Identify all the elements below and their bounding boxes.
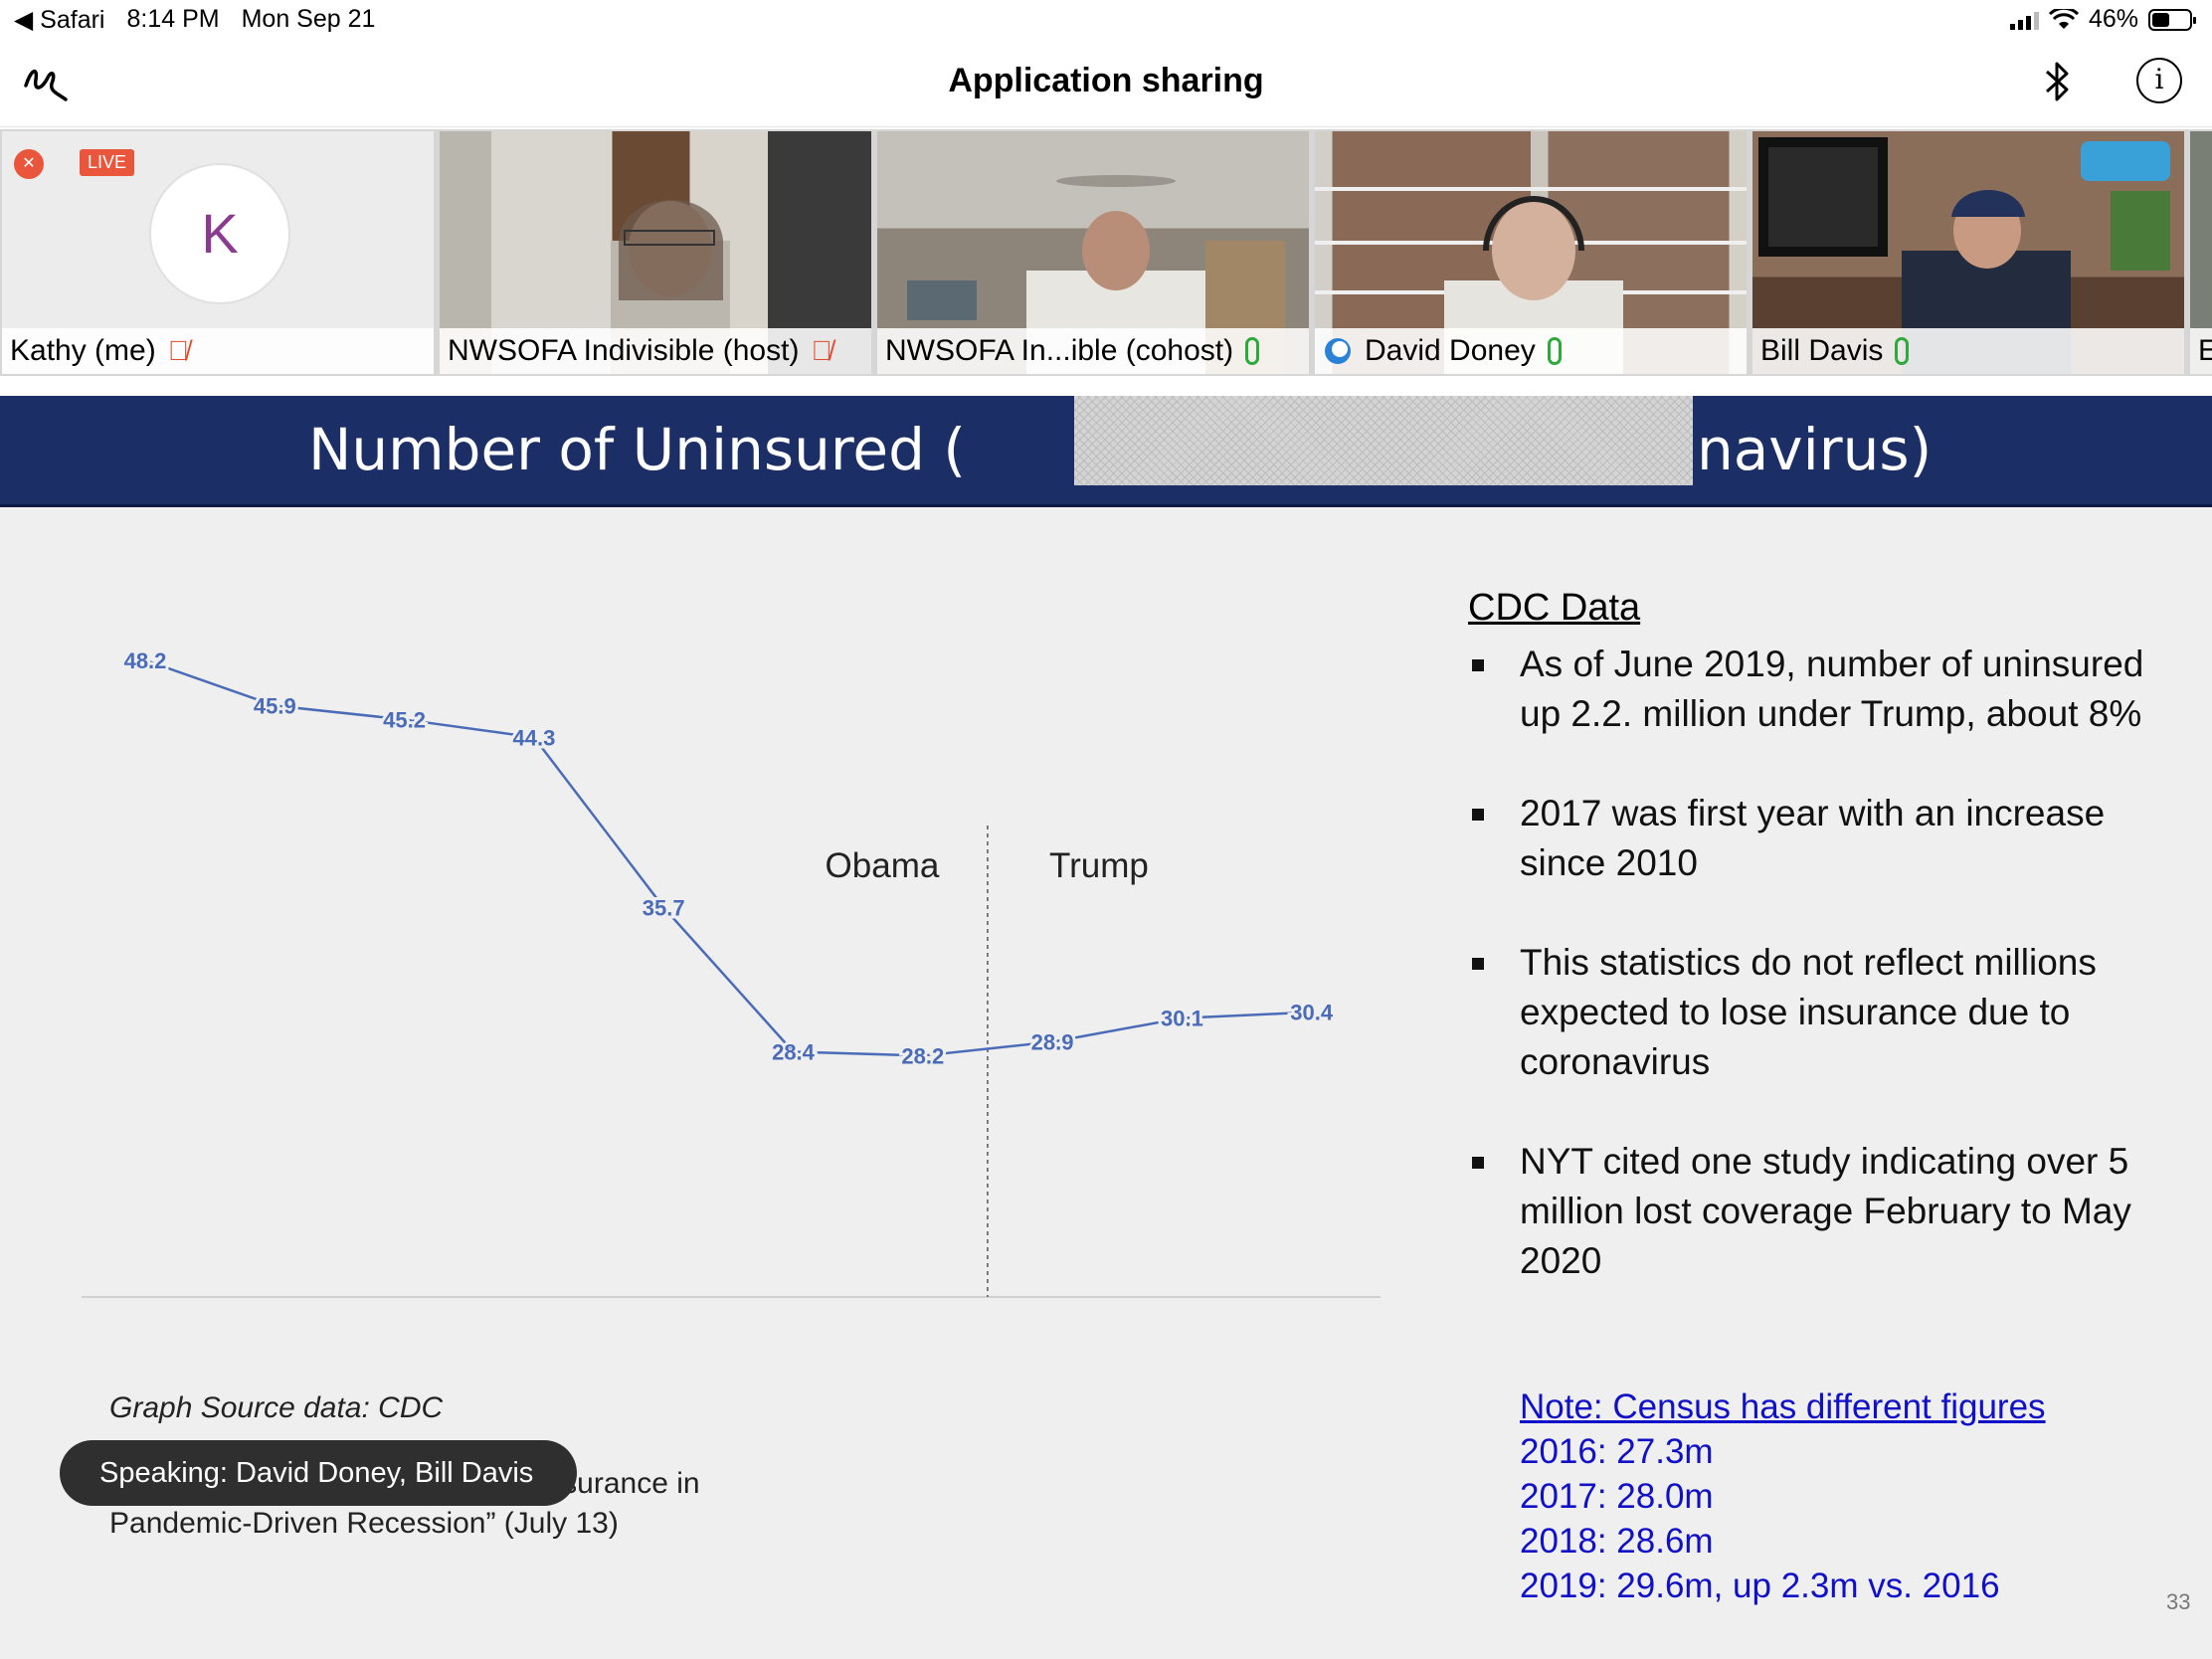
scribble-logo-icon[interactable] bbox=[22, 60, 78, 103]
bluetooth-icon[interactable] bbox=[2041, 58, 2075, 105]
participant-label: NWSOFA Indivisible (host) 🎙̸ bbox=[440, 328, 871, 374]
chart-annotation-trump: Trump bbox=[1049, 846, 1149, 885]
chart-annotation-obama: Obama bbox=[826, 846, 940, 885]
cdc-bullet-list: As of June 2019, number of uninsured up … bbox=[1468, 640, 2164, 1286]
participant-strip: ✕ LIVE K Kathy (me) 🎙̸ NWSOFA Indivisibl… bbox=[0, 129, 2212, 376]
data-label: 28.2 bbox=[901, 1043, 944, 1068]
participant-tile-kathy[interactable]: ✕ LIVE K Kathy (me) 🎙̸ bbox=[2, 131, 434, 374]
x-tick-label: 2019 bbox=[1276, 1326, 1347, 1331]
participant-tile-david-doney[interactable]: David Doney bbox=[1315, 131, 1747, 374]
app-navbar: Application sharing i bbox=[0, 40, 2212, 127]
participant-name: David Doney bbox=[1365, 334, 1536, 367]
list-item: NYT cited one study indicating over 5 mi… bbox=[1468, 1137, 2164, 1286]
slide-header: Number of Uninsured ( navirus) bbox=[0, 396, 2212, 507]
census-note-line: 2017: 28.0m bbox=[1520, 1477, 1714, 1516]
avatar: K bbox=[149, 163, 290, 304]
live-badge: LIVE bbox=[80, 149, 135, 176]
source-line: Pandemic-Driven Recession” (July 13) bbox=[109, 1507, 619, 1540]
participant-label: David Doney bbox=[1315, 328, 1747, 374]
x-tick-label: 2013 bbox=[498, 1326, 569, 1331]
mic-on-icon bbox=[1547, 337, 1562, 365]
recording-indicator-icon: ✕ bbox=[14, 149, 44, 179]
back-to-safari-link[interactable]: ◀ Safari bbox=[14, 6, 105, 34]
participant-label: NWSOFA In...ible (cohost) bbox=[877, 328, 1309, 374]
data-label: 45.2 bbox=[383, 707, 426, 732]
wifi-icon bbox=[2048, 8, 2079, 29]
participant-tile-host[interactable]: NWSOFA Indivisible (host) 🎙̸ bbox=[440, 131, 871, 374]
page-title: Application sharing bbox=[948, 62, 1264, 99]
data-label: 44.3 bbox=[512, 725, 555, 750]
data-label: 35.7 bbox=[643, 895, 685, 920]
data-label: 28.4 bbox=[772, 1039, 816, 1064]
mic-muted-icon: 🎙̸ bbox=[167, 335, 189, 366]
participant-tile-cohost[interactable]: NWSOFA In...ible (cohost) bbox=[877, 131, 1309, 374]
ios-status-bar: ◀ Safari 8:14 PM Mon Sep 21 46% bbox=[0, 0, 2212, 40]
screen-share-icon bbox=[1325, 338, 1351, 364]
data-label: 48.2 bbox=[124, 648, 167, 673]
data-label: 45.9 bbox=[254, 694, 296, 719]
census-note-line: 2018: 28.6m bbox=[1520, 1522, 1714, 1561]
participant-label: Bill Davis bbox=[1752, 328, 2184, 374]
participant-name: NWSOFA Indivisible (host) bbox=[448, 334, 800, 367]
list-item: As of June 2019, number of uninsured up … bbox=[1468, 640, 2164, 739]
list-item: This statistics do not reflect millions … bbox=[1468, 938, 2164, 1087]
mic-on-icon bbox=[1245, 337, 1260, 365]
participant-video-person bbox=[611, 199, 730, 374]
battery-icon bbox=[2148, 8, 2196, 31]
status-date: Mon Sep 21 bbox=[241, 5, 376, 33]
x-tick-label: 2017 bbox=[1017, 1326, 1088, 1331]
participant-label: Kathy (me) 🎙̸ bbox=[2, 328, 434, 374]
x-tick-label: 2011 bbox=[241, 1326, 309, 1331]
redacted-region bbox=[1074, 396, 1693, 485]
x-tick-label: 2012 bbox=[369, 1326, 440, 1331]
participant-name: E bbox=[2198, 334, 2212, 367]
census-note: Note: Census has different figures 2016:… bbox=[1520, 1384, 2046, 1608]
uninsured-line-chart: Obama Trump 48.2 45.9 45.2 44.3 35.7 28.4 28.2… bbox=[82, 645, 1381, 1331]
slide-title-end: navirus) bbox=[1697, 416, 1933, 483]
mic-muted-icon: 🎙̸ bbox=[811, 335, 832, 366]
x-tick-label: 2010 bbox=[109, 1326, 180, 1331]
census-note-line: 2019: 29.6m, up 2.3m vs. 2016 bbox=[1520, 1567, 2000, 1605]
cdc-data-heading: CDC Data bbox=[1468, 587, 1641, 629]
x-tick-label: 2015 bbox=[758, 1326, 829, 1331]
info-icon[interactable]: i bbox=[2136, 58, 2182, 103]
speaking-indicator: Speaking: David Doney, Bill Davis bbox=[60, 1440, 577, 1506]
census-note-heading: Note: Census has different figures bbox=[1520, 1387, 2046, 1426]
participant-name: Kathy (me) bbox=[10, 334, 156, 367]
series-line bbox=[144, 658, 1312, 1057]
slide-title: Number of Uninsured ( bbox=[308, 416, 966, 483]
status-time: 8:14 PM bbox=[126, 5, 220, 33]
census-note-line: 2016: 27.3m bbox=[1520, 1432, 1714, 1471]
participant-label: E bbox=[2190, 328, 2212, 374]
data-label: 30.4 bbox=[1290, 1001, 1334, 1025]
participant-name: Bill Davis bbox=[1760, 334, 1884, 367]
mic-on-icon bbox=[1895, 337, 1910, 365]
participant-tile-partial[interactable]: E bbox=[2190, 131, 2212, 374]
x-tick-label: 2018 bbox=[1147, 1326, 1217, 1331]
participant-video-person bbox=[907, 175, 1285, 374]
data-label: 30.1 bbox=[1161, 1007, 1203, 1031]
participant-name: NWSOFA In...ible (cohost) bbox=[885, 334, 1234, 367]
data-label: 28.9 bbox=[1031, 1030, 1074, 1055]
x-tick-label: 2014 bbox=[629, 1326, 699, 1331]
participant-tile-bill-davis[interactable]: Bill Davis bbox=[1752, 131, 2184, 374]
cdc-data-panel: CDC Data As of June 2019, number of unin… bbox=[1468, 587, 2164, 1336]
slide-page-number: 33 bbox=[2166, 1589, 2191, 1614]
battery-percent: 46% bbox=[2088, 5, 2138, 33]
cellular-signal-icon bbox=[2009, 10, 2039, 30]
shared-slide: Number of Uninsured ( navirus) Obama Tru… bbox=[0, 396, 2212, 1659]
list-item: 2017 was first year with an increase sin… bbox=[1468, 789, 2164, 888]
source-line: Graph Source data: CDC bbox=[109, 1391, 444, 1424]
x-tick-label: 2016 bbox=[887, 1326, 958, 1331]
